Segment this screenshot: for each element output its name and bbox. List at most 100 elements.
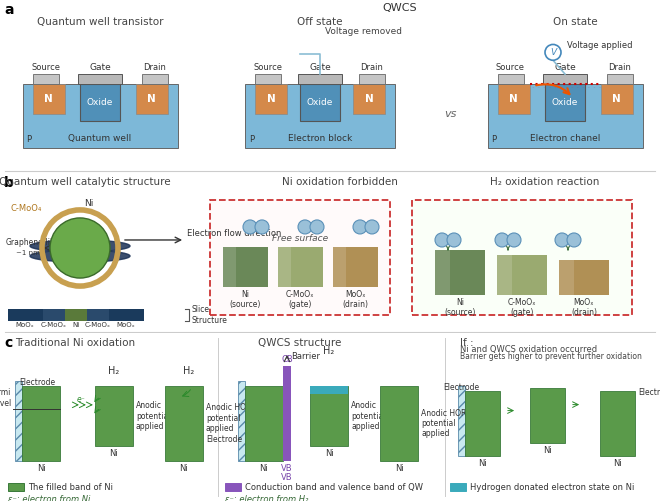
Circle shape xyxy=(310,220,324,234)
Text: Ni: Ni xyxy=(478,459,487,468)
Text: The filled band of Ni: The filled band of Ni xyxy=(28,482,113,491)
Bar xyxy=(498,84,529,114)
Text: C-MoOₓ
(gate): C-MoOₓ (gate) xyxy=(286,290,314,310)
Text: H₂ oxidation reaction: H₂ oxidation reaction xyxy=(490,177,600,187)
Text: N: N xyxy=(509,94,518,104)
Circle shape xyxy=(353,220,367,234)
Text: MoOₓ
(drain): MoOₓ (drain) xyxy=(342,290,368,310)
Text: Voltage removed: Voltage removed xyxy=(325,27,402,36)
Text: QWCS: QWCS xyxy=(383,3,417,13)
Text: Ni oxidation forbidden: Ni oxidation forbidden xyxy=(282,177,398,187)
Text: Quantum well: Quantum well xyxy=(69,134,131,143)
Circle shape xyxy=(435,233,449,247)
Text: Hydrogen donated electron state on Ni: Hydrogen donated electron state on Ni xyxy=(470,482,634,491)
Text: QWCS structure: QWCS structure xyxy=(258,338,342,348)
Text: Ni: Ni xyxy=(84,199,93,208)
Text: H₂: H₂ xyxy=(183,366,195,376)
Text: N: N xyxy=(364,94,374,104)
Text: C-MoOₓ: C-MoOₓ xyxy=(85,322,111,328)
Text: Barrier: Barrier xyxy=(291,352,320,361)
Bar xyxy=(32,74,59,84)
Bar xyxy=(543,74,587,84)
Bar xyxy=(22,386,60,461)
Text: Electron flow direction: Electron flow direction xyxy=(187,229,281,238)
Bar xyxy=(245,84,395,148)
Text: MoOₓ
(drain): MoOₓ (drain) xyxy=(571,298,597,318)
Circle shape xyxy=(255,220,269,234)
Circle shape xyxy=(555,233,569,247)
Bar xyxy=(559,260,574,295)
Bar xyxy=(255,84,287,114)
Text: Electrode: Electrode xyxy=(19,378,55,387)
Text: b: b xyxy=(4,176,14,190)
Circle shape xyxy=(507,233,521,247)
Text: VB: VB xyxy=(281,473,293,482)
Bar xyxy=(601,84,632,114)
Text: Ni: Ni xyxy=(613,459,622,468)
Bar xyxy=(300,84,340,121)
Text: Anodic HOR
potential
applied: Anodic HOR potential applied xyxy=(421,409,467,438)
Text: Oxide: Oxide xyxy=(87,98,113,107)
Text: Oxide: Oxide xyxy=(307,98,333,107)
Text: Quantum well transistor: Quantum well transistor xyxy=(37,17,163,27)
Text: Ni: Ni xyxy=(543,446,552,455)
Bar xyxy=(78,74,122,84)
Text: Ni: Ni xyxy=(110,449,118,458)
Bar xyxy=(435,250,450,295)
Bar xyxy=(380,386,418,461)
Text: ε⁻: electron from H₂: ε⁻: electron from H₂ xyxy=(225,495,308,501)
Bar xyxy=(135,84,168,114)
Text: e⁻: e⁻ xyxy=(77,395,86,404)
Text: Gate: Gate xyxy=(554,63,576,72)
Text: Electrode: Electrode xyxy=(638,388,660,397)
Bar xyxy=(607,74,632,84)
Bar xyxy=(333,247,346,287)
Text: Gate: Gate xyxy=(309,63,331,72)
Text: C-MoO₄: C-MoO₄ xyxy=(11,204,42,213)
Text: Source: Source xyxy=(253,63,282,72)
Text: ε⁻: electron from Ni: ε⁻: electron from Ni xyxy=(8,495,90,501)
Text: P: P xyxy=(249,135,254,144)
Circle shape xyxy=(298,220,312,234)
Text: Source: Source xyxy=(31,63,60,72)
Ellipse shape xyxy=(30,240,130,252)
Bar xyxy=(600,391,635,456)
Text: Ni and QWCS oxidation occurred: Ni and QWCS oxidation occurred xyxy=(460,345,597,354)
Bar xyxy=(283,366,291,461)
Text: ~1 nm: ~1 nm xyxy=(16,250,40,256)
Text: Ni: Ni xyxy=(180,464,188,473)
Text: C-MoOₓ: C-MoOₓ xyxy=(41,322,67,328)
Text: Voltage applied: Voltage applied xyxy=(567,42,632,51)
Text: N: N xyxy=(44,94,53,104)
Circle shape xyxy=(545,45,561,60)
Text: Anodic
potential
applied: Anodic potential applied xyxy=(351,401,385,431)
Bar xyxy=(255,74,281,84)
Text: If :: If : xyxy=(460,338,474,348)
Text: Drain: Drain xyxy=(360,63,383,72)
Bar xyxy=(497,255,547,295)
Text: Gate: Gate xyxy=(89,63,111,72)
Bar xyxy=(465,391,500,456)
Text: Ni
(source): Ni (source) xyxy=(444,298,476,318)
Bar xyxy=(333,247,378,287)
Text: Anodic
potential
applied: Anodic potential applied xyxy=(136,401,170,431)
Text: a: a xyxy=(4,3,13,17)
Text: Graphene-likeMoOₓ: Graphene-likeMoOₓ xyxy=(6,238,81,247)
Text: Oxide: Oxide xyxy=(552,98,578,107)
Bar xyxy=(222,247,267,287)
Circle shape xyxy=(365,220,379,234)
Text: Ni: Ni xyxy=(36,464,46,473)
Text: P: P xyxy=(492,135,496,144)
Circle shape xyxy=(447,233,461,247)
Bar xyxy=(458,386,465,456)
Bar xyxy=(87,309,109,321)
Text: Ni
(source): Ni (source) xyxy=(229,290,261,310)
Text: Off state: Off state xyxy=(297,17,343,27)
Bar xyxy=(32,84,65,114)
Ellipse shape xyxy=(30,250,130,262)
Text: Ni: Ni xyxy=(259,464,269,473)
Text: Electron block: Electron block xyxy=(288,134,352,143)
Bar xyxy=(22,84,178,148)
Circle shape xyxy=(495,233,509,247)
Text: On state: On state xyxy=(552,17,597,27)
